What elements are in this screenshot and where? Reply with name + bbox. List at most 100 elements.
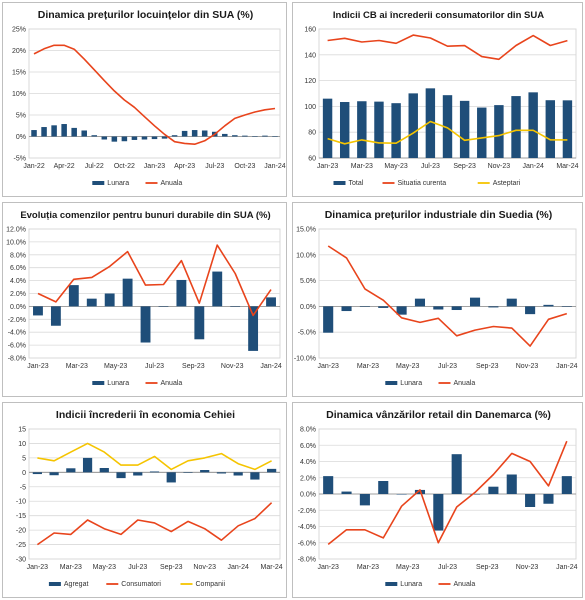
bar [191, 130, 198, 137]
x-tick-label: Jan-23 [317, 363, 339, 370]
y-tick-label: 10% [12, 91, 26, 98]
bar [433, 494, 444, 531]
legend-label: Situatia curenta [398, 180, 447, 187]
chart-panel-sweden-ppi: Dinamica prețurilor industriale din Sued… [292, 202, 583, 397]
legend-label: Agregat [64, 581, 89, 588]
y-tick-label: 160 [304, 27, 316, 34]
series-line [327, 120, 568, 145]
x-tick-label: May-23 [396, 564, 419, 571]
bar [545, 100, 556, 158]
bar [121, 136, 128, 142]
x-tick-label: Mar-24 [261, 564, 283, 571]
plot-frame [28, 428, 281, 560]
x-tick-label: Oct-23 [234, 163, 255, 170]
bar [171, 135, 178, 137]
legend-label: Anuala [161, 180, 183, 187]
bar [66, 468, 76, 473]
bar [494, 105, 504, 158]
legend-swatch [385, 582, 398, 586]
legend: Lunara Anuala [385, 581, 475, 588]
y-tick-label: 12.0% [6, 227, 26, 234]
bar [528, 92, 538, 158]
bar [543, 494, 554, 504]
y-tick-label: 5 [22, 455, 26, 462]
x-tick-label: Mar-23 [351, 163, 373, 170]
x-tick-label: Mar-23 [357, 564, 379, 571]
x-tick-label: Jan-24 [227, 564, 249, 571]
bar [133, 472, 143, 476]
y-tick-label: 5.0% [300, 278, 316, 285]
bar [51, 125, 57, 137]
y-tick-label: -20 [16, 528, 26, 535]
x-tick-label: May-23 [396, 363, 419, 370]
bar [49, 472, 59, 476]
legend-swatch [92, 381, 105, 385]
legend-swatch [333, 181, 346, 185]
y-tick-label: -5 [20, 484, 26, 491]
bar [359, 494, 370, 506]
y-tick-label: 10.0% [6, 239, 26, 246]
plot-frame [318, 228, 577, 359]
bar [459, 100, 470, 158]
series-line [37, 442, 272, 471]
y-tick-label: 15% [12, 70, 26, 77]
y-tick-label: 140 [304, 52, 316, 59]
y-tick-label: -6.0% [8, 343, 26, 350]
bar [562, 100, 573, 158]
x-tick-label: Nov-23 [221, 363, 244, 370]
legend-label: Lunara [107, 180, 129, 187]
bar [339, 102, 350, 158]
y-tick-label: 80 [308, 130, 316, 137]
x-tick-label: Jul-23 [145, 363, 164, 370]
bar [104, 293, 115, 307]
y-tick-label: -4.0% [8, 330, 26, 337]
x-tick-label: Jul-23 [438, 564, 457, 571]
bar [41, 127, 47, 137]
bar [414, 298, 426, 307]
y-tick-label: -25 [16, 542, 26, 549]
x-tick-label: Jul-23 [205, 163, 224, 170]
x-tick-label: Nov-23 [516, 363, 539, 370]
y-tick-label: 15.0% [296, 227, 316, 234]
chart-title: Evoluția comenzilor pentru bunuri durabi… [20, 210, 270, 221]
x-tick-label: Jul-23 [128, 564, 147, 571]
bar [183, 472, 193, 473]
bar [181, 130, 188, 137]
y-tick-label: 0.0% [300, 304, 316, 311]
chart-panel-us-durable-goods: Evoluția comenzilor pentru bunuri durabi… [2, 202, 287, 397]
bar [101, 136, 108, 140]
x-tick-label: Jan-23 [27, 564, 49, 571]
bar [232, 135, 238, 137]
bar [242, 135, 248, 137]
chart-title: Indicii încrederii în economia Cehiei [56, 409, 235, 421]
bar [230, 306, 241, 307]
bar [451, 306, 462, 311]
chart-panel-us-house-prices: Dinamica prețurilor locuințelor din SUA … [2, 2, 287, 197]
y-tick-label: 6.0% [300, 443, 316, 450]
bar [266, 297, 276, 307]
chart-title: Indicii CB ai încrederii consumatorilor … [333, 10, 544, 21]
bar [99, 468, 109, 473]
chart-title: Dinamica prețurilor industriale din Sued… [325, 209, 553, 221]
bar [469, 297, 481, 307]
bar [561, 306, 572, 307]
bar [50, 306, 61, 326]
chart-panel-czech-confidence: Indicii încrederii în economia Cehiei 15 1… [2, 402, 287, 598]
legend-label: Total [349, 180, 364, 187]
legend-label: Lunara [400, 581, 422, 588]
x-tick-label: Nov-23 [193, 564, 216, 571]
bar [433, 306, 444, 310]
y-tick-label: 0 [22, 470, 26, 477]
y-tick-label: -8.0% [298, 557, 316, 564]
legend-label: Anuala [161, 380, 183, 387]
bar [374, 101, 384, 158]
bar [341, 491, 352, 494]
x-tick-label: Jan-23 [317, 564, 339, 571]
bar [543, 304, 554, 307]
bar [141, 136, 148, 140]
bar [442, 95, 453, 158]
bar [250, 472, 260, 480]
series-line [327, 440, 568, 546]
legend-label: Lunara [400, 380, 422, 387]
y-tick-label: 20% [12, 48, 26, 55]
